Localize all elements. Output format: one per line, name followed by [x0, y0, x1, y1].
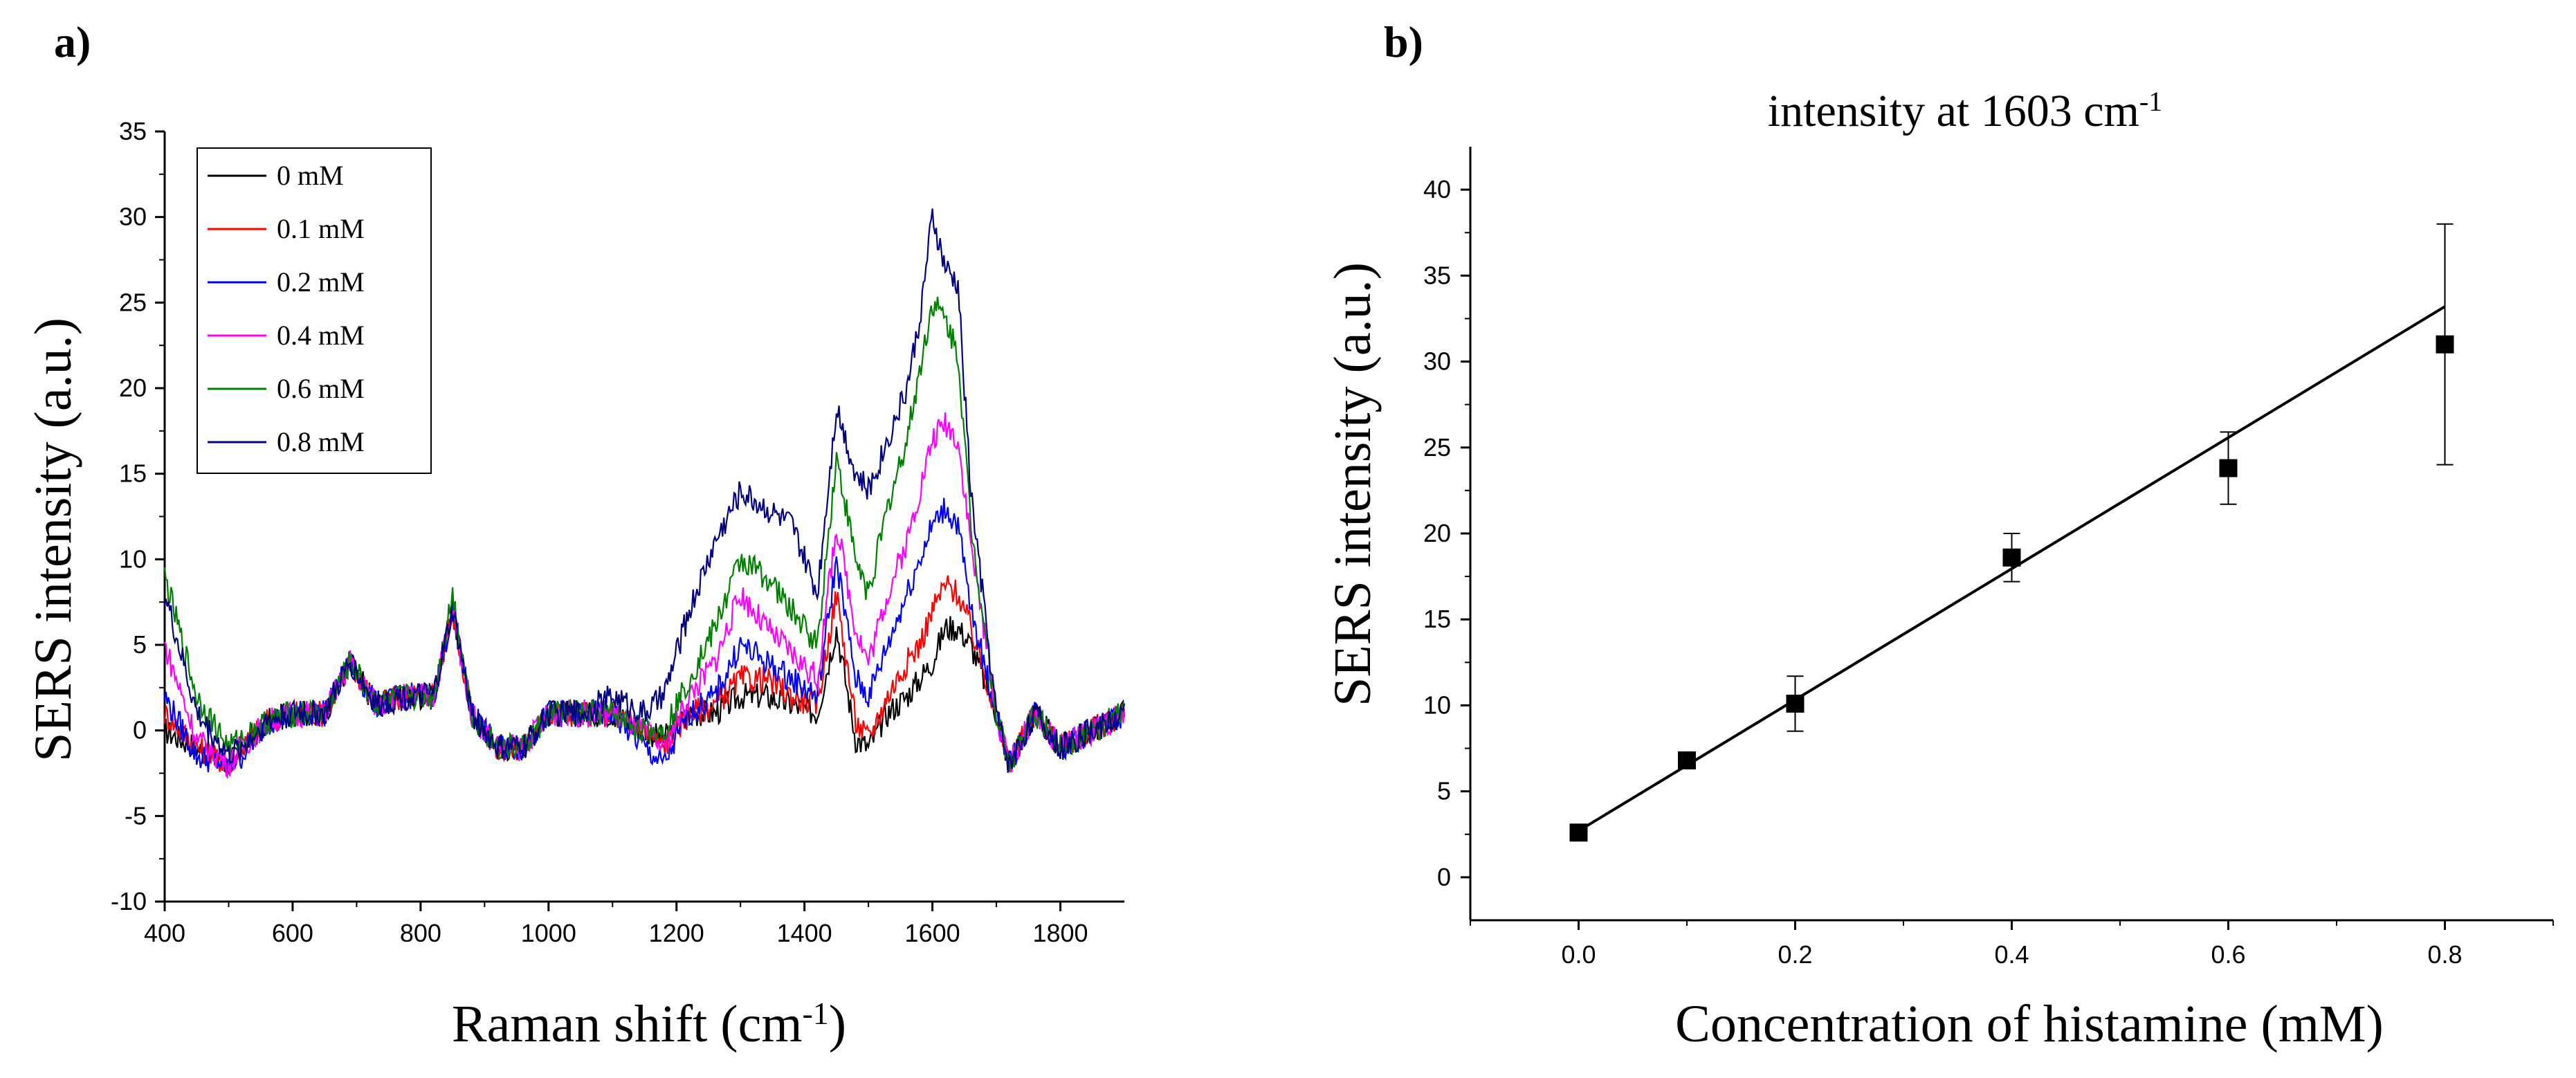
panel-a-y-tick-label: -10 [111, 887, 147, 915]
panel-a-axes [155, 130, 1124, 911]
panel-a-legend-box [197, 147, 432, 474]
panel-b-axes [1461, 147, 2554, 930]
panel-a-x-tick-label: 800 [400, 919, 441, 947]
panel-a-legend-label: 0.1 mM [277, 213, 365, 244]
panel-a-x-tick-label: 1000 [521, 919, 576, 947]
panel-b-title-main: intensity at 1603 cm [1768, 86, 2139, 136]
panel-a-x-axis-label-end: ) [829, 995, 846, 1053]
panel-b-x-tick-label: 0.4 [1994, 940, 2029, 969]
panel-a-series-line [163, 497, 1126, 773]
panel-a-x-tick-label: 1600 [905, 919, 960, 947]
panel-b-y-axis-label: SERS intensity (a.u.) [1324, 262, 1382, 706]
panel-b-label: b) [1384, 17, 1423, 66]
panel-a-x-axis-label: Raman shift (cm-1) [452, 995, 846, 1053]
panel-a-y-tick-label: 35 [119, 117, 147, 145]
panel-a-legend-label: 0.6 mM [277, 373, 365, 404]
panel-b-y-tick-label: 35 [1423, 261, 1451, 289]
panel-b-y-tick-label: 40 [1423, 175, 1451, 203]
panel-a-y-tick-label: 10 [119, 545, 147, 573]
panel-b-marks [1569, 223, 2454, 842]
panel-b-title: intensity at 1603 cm-1 [1768, 86, 2162, 137]
panel-a-x-tick-label: 400 [144, 919, 185, 947]
data-point [2219, 459, 2238, 477]
panel-a-x-axis-label-main: Raman shift (cm [452, 995, 803, 1053]
panel-b-x-tick-label: 0.2 [1778, 940, 1812, 969]
panel-a-tick-labels: -10 -5 0 5 10 15 20 25 30 35 400 600 800 1000 1200 1400… [111, 117, 1088, 947]
panel-a-y-tick-label: 20 [119, 374, 147, 402]
panel-b-x-tick-label: 0.0 [1561, 940, 1596, 969]
panel-b-x-axis-label: Concentration of histamine (mM) [1675, 995, 2384, 1053]
panel-b-x-tick-label: 0.8 [2427, 940, 2462, 969]
data-point [1786, 694, 1805, 713]
panel-a-x-tick-label: 1400 [777, 919, 832, 947]
panel-b-y-tick-label: 10 [1423, 691, 1451, 719]
panel-a-x-tick-label: 1200 [649, 919, 704, 947]
panel-a-y-tick-label: 15 [119, 459, 147, 488]
panel-b-y-tick-label: 25 [1423, 433, 1451, 462]
panel-a-series-line [164, 612, 1126, 776]
panel-a-y-tick-label: 5 [133, 630, 147, 659]
panel-b-tick-labels: 0 5 10 15 20 25 30 35 40 0.0 0.2 0.4 0.6 0.8 [1423, 175, 2463, 969]
panel-b-title-sup: -1 [2139, 86, 2162, 117]
data-point [2436, 335, 2454, 354]
panel-b-y-tick-label: 0 [1437, 863, 1451, 891]
panel-a-x-tick-label: 1800 [1032, 919, 1088, 947]
panel-a-legend-label: 0.4 mM [277, 320, 365, 351]
panel-a: a) -10 -5 0 5 10 15 20 25 30 35 400 600 800 1000 1200 1… [24, 17, 1126, 1053]
panel-b-y-tick-label: 20 [1423, 519, 1451, 547]
data-point [1678, 751, 1696, 769]
panel-a-x-axis-label-sup: -1 [802, 996, 828, 1031]
data-point [1569, 823, 1588, 842]
panel-a-series-line [163, 208, 1126, 773]
panel-b-x-tick-label: 0.6 [2211, 940, 2245, 969]
panel-a-y-tick-label: 25 [119, 288, 147, 316]
panel-a-y-tick-label: 0 [133, 716, 147, 744]
panel-a-legend-label: 0 mM [277, 160, 344, 191]
panel-a-label: a) [54, 17, 91, 66]
panel-a-series [163, 208, 1126, 780]
panel-b: b) intensity at 1603 cm-1 0 5 10 15 20 25 30 35… [1324, 17, 2554, 1053]
data-point [2002, 548, 2021, 567]
panel-a-y-axis-label: SERS intensity (a.u.) [24, 318, 82, 762]
panel-b-y-tick-label: 5 [1437, 777, 1451, 805]
panel-b-y-tick-label: 15 [1423, 605, 1451, 633]
panel-b-y-tick-label: 30 [1423, 347, 1451, 376]
panel-a-series-line [164, 412, 1126, 780]
panel-a-y-tick-label: 30 [119, 203, 147, 231]
panel-a-legend: 0 mM 0.1 mM 0.2 mM 0.4 mM 0.6 mM 0.8 mM [197, 147, 432, 474]
panel-a-legend-label: 0.2 mM [277, 266, 365, 298]
panel-a-y-tick-label: -5 [125, 801, 147, 830]
panel-a-x-tick-label: 600 [272, 919, 313, 947]
panel-a-legend-label: 0.8 mM [277, 426, 365, 457]
